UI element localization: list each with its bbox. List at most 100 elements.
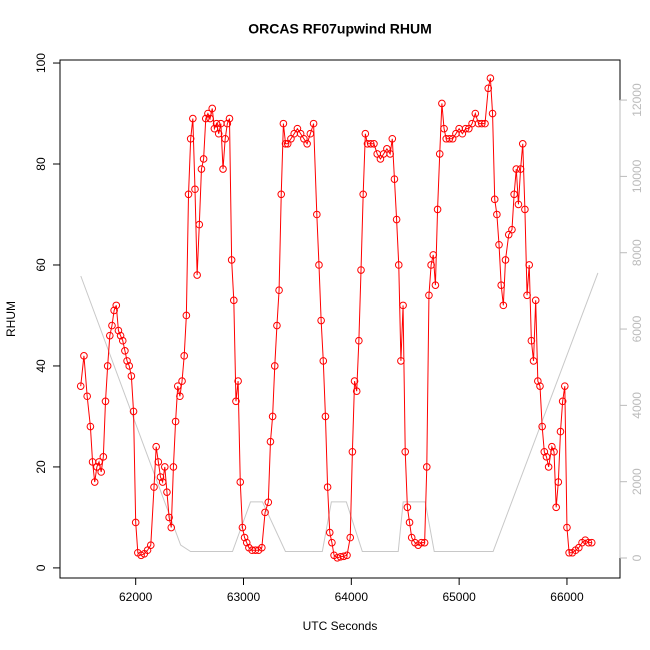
point [357, 266, 365, 274]
point [103, 362, 112, 370]
point [99, 453, 108, 461]
point [425, 291, 433, 300]
point [319, 357, 328, 365]
point [550, 447, 558, 456]
point [234, 377, 242, 385]
point [125, 362, 134, 370]
y2-tick-label: 2000 [630, 468, 644, 495]
point [440, 124, 448, 133]
point [180, 352, 189, 360]
point [523, 291, 531, 300]
y2-tick-label: 4000 [630, 392, 644, 419]
point [350, 377, 359, 385]
point [401, 447, 410, 456]
x-tick-label: 63000 [227, 590, 261, 604]
point [268, 412, 277, 421]
point [191, 185, 199, 194]
point [110, 306, 118, 315]
point [86, 422, 95, 431]
point [232, 397, 240, 406]
point [195, 220, 204, 229]
point [563, 523, 571, 532]
point [343, 551, 351, 560]
point [527, 336, 536, 345]
point [266, 437, 275, 446]
point [208, 104, 217, 113]
y-tick-label: 100 [34, 53, 48, 73]
point [477, 119, 486, 128]
point [565, 548, 573, 557]
point [558, 397, 567, 406]
point [76, 382, 85, 390]
point [112, 301, 121, 310]
point [106, 331, 114, 340]
x-tick-label: 62000 [119, 590, 153, 604]
point [525, 261, 534, 269]
point [101, 397, 110, 406]
point [508, 225, 516, 234]
point [242, 538, 251, 547]
point [121, 347, 129, 355]
point [214, 129, 223, 138]
series-line [80, 272, 599, 553]
point [361, 129, 370, 138]
point [510, 190, 518, 199]
point [431, 281, 440, 289]
point [230, 296, 238, 305]
point [346, 533, 355, 542]
point [370, 140, 378, 148]
point [114, 326, 123, 335]
point [544, 463, 553, 471]
y-tick-label: 0 [34, 564, 48, 571]
point [80, 352, 88, 360]
point [212, 119, 221, 128]
point [514, 200, 523, 209]
point [548, 442, 556, 451]
point [471, 109, 480, 118]
point [219, 165, 227, 173]
point [163, 488, 171, 496]
point [538, 422, 546, 431]
point [328, 538, 336, 547]
point [481, 119, 489, 128]
point [403, 503, 412, 512]
point [275, 286, 283, 295]
point [167, 523, 176, 532]
point [186, 134, 195, 143]
point [154, 458, 163, 466]
point [325, 528, 334, 537]
point [321, 412, 330, 421]
y-tick-label: 60 [34, 258, 48, 272]
point [178, 377, 186, 385]
point [435, 150, 444, 158]
y-tick-label: 80 [34, 157, 48, 171]
point [152, 442, 160, 451]
point [587, 538, 596, 547]
point [497, 281, 505, 289]
point [160, 463, 169, 471]
x-axis-label: UTC Seconds [303, 619, 378, 633]
point [348, 447, 357, 456]
point [127, 372, 136, 380]
point [146, 541, 155, 549]
point [554, 478, 563, 486]
point [251, 546, 260, 555]
point [277, 190, 286, 199]
point [204, 109, 212, 118]
point [193, 271, 201, 279]
point [317, 316, 325, 325]
point [427, 261, 435, 269]
point [206, 114, 214, 123]
y-tick-label: 20 [34, 460, 48, 474]
point [484, 84, 493, 93]
point [93, 463, 101, 471]
point [386, 150, 394, 158]
point [118, 336, 127, 345]
point [534, 377, 542, 385]
point [273, 321, 281, 330]
point [388, 134, 397, 143]
point [397, 357, 405, 365]
point [240, 533, 249, 542]
point [227, 256, 236, 264]
point [433, 205, 442, 214]
